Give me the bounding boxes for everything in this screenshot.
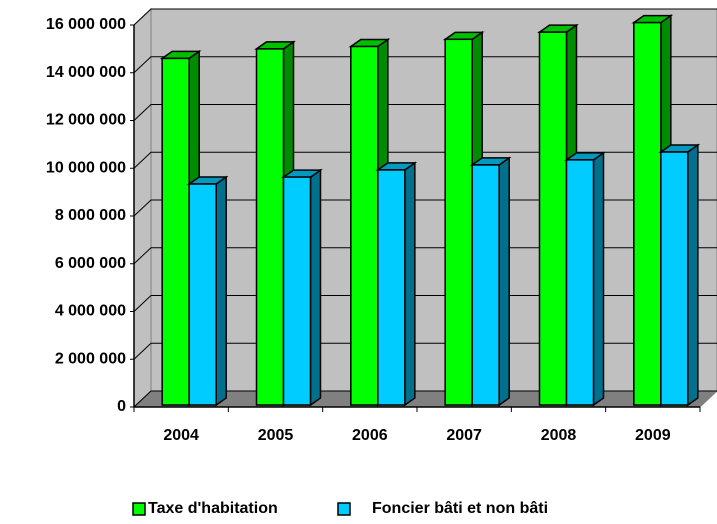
bar (350, 45, 379, 406)
legend-swatch (132, 502, 146, 516)
grid-line (133, 295, 717, 312)
bar (282, 176, 312, 406)
grid-line (133, 199, 717, 217)
legend-swatch (337, 502, 351, 516)
x-tick-label: 2009 (635, 427, 671, 444)
x-tick-label: 2005 (258, 427, 294, 444)
bar (161, 57, 190, 406)
bar (188, 183, 217, 406)
bar (255, 48, 285, 406)
bar-side (592, 151, 605, 407)
x-tick-label: 2004 (163, 427, 199, 444)
legend-label: Foncier bâti et non bâti (372, 500, 548, 517)
y-tick-label: 6 000 000 (55, 255, 126, 272)
bar-side (309, 168, 322, 407)
y-tick-label: 8 000 000 (55, 207, 126, 224)
bar-side (687, 143, 699, 407)
bar (565, 159, 595, 406)
grid-line (133, 151, 717, 169)
y-tick-label: 0 (117, 398, 126, 415)
legend-label: Taxe d'habitation (148, 500, 278, 517)
grid-line (133, 390, 717, 408)
bar (538, 31, 568, 406)
grid-line (133, 56, 717, 74)
bar (633, 21, 662, 406)
bar (377, 169, 406, 406)
grid-line (133, 247, 717, 265)
grid-line (133, 104, 717, 121)
y-tick-label: 10 000 000 (46, 159, 126, 176)
y-tick-label: 4 000 000 (55, 303, 126, 320)
y-tick-label: 14 000 000 (46, 64, 126, 81)
x-tick-label: 2007 (446, 427, 482, 444)
bar (660, 151, 689, 406)
x-tick-label: 2006 (352, 427, 388, 444)
bar (444, 38, 473, 406)
y-tick-label: 16 000 000 (46, 16, 126, 33)
bar-side (404, 161, 416, 407)
grid-line (133, 342, 717, 360)
bar (471, 164, 500, 406)
x-tick-label: 2008 (541, 427, 577, 444)
y-tick-label: 2 000 000 (55, 350, 126, 367)
y-tick-label: 12 000 000 (46, 112, 126, 129)
bar-side (498, 156, 510, 407)
bar-side (215, 175, 227, 407)
grid-line (133, 8, 717, 26)
